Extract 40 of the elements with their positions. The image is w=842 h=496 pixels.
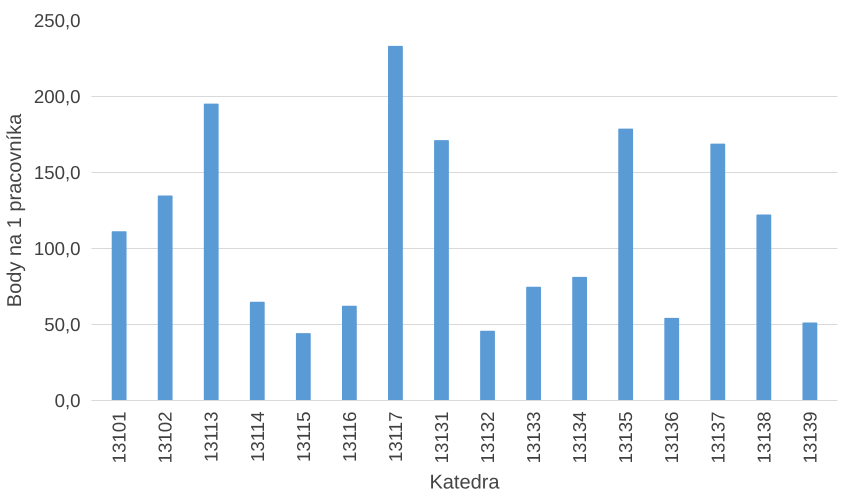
x-tick-label: 13117 [384,411,406,462]
y-tick-label: 0,0 [54,390,81,411]
x-tick-label: 13115 [292,411,314,462]
x-tick-label: 13133 [523,411,544,464]
y-tick-label: 50,0 [44,314,80,335]
bar [664,318,680,400]
bar [112,231,127,400]
bar [158,196,173,400]
bar [342,306,357,400]
y-tick-label: 100,0 [34,238,80,259]
y-axis-title: Body na 1 pracovníka [4,112,26,308]
x-tick-label: 13116 [338,411,360,462]
bar [204,104,219,400]
bar [296,333,311,400]
bar [618,128,634,400]
bar [572,276,588,400]
x-tick-label: 13139 [799,411,820,464]
x-axis-title: Katedra [429,471,500,494]
bar [756,214,772,400]
bar [710,144,726,400]
x-tick-label: 13132 [477,411,498,464]
x-tick-label: 13135 [615,411,636,464]
x-tick-label: 13114 [246,411,268,462]
y-tick-label: 250,0 [34,10,80,31]
y-tick-label: 150,0 [34,162,80,183]
x-tick-label: 13134 [569,411,590,464]
x-tick-label: 13102 [154,411,176,464]
x-tick-label: 13136 [661,411,682,464]
bar [480,330,495,400]
x-tick-label: 13101 [108,411,130,464]
x-tick-label: 13137 [707,411,728,464]
bar [526,286,541,400]
bar [802,322,818,400]
bar [388,46,403,400]
x-tick-label: 13131 [430,411,452,464]
x-tick-label: 13113 [200,411,222,462]
y-tick-label: 200,0 [34,86,80,107]
x-tick-label: 13138 [753,411,774,464]
bar [434,140,449,400]
bar [250,302,265,400]
